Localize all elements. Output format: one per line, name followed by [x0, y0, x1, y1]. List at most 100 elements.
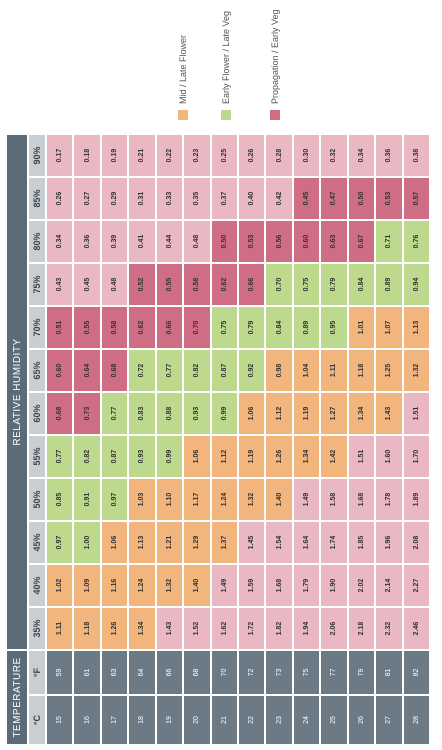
vpd-cell: 1.24 — [128, 564, 156, 607]
vpd-cell: 1.21 — [155, 521, 184, 564]
temperature-header: TEMPERATURE — [6, 650, 28, 745]
vpd-cell: 2.18 — [347, 607, 376, 650]
vpd-cell: 1.78 — [375, 478, 403, 521]
humidity-level: 60% — [28, 392, 46, 435]
vpd-cell: 1.32 — [155, 564, 184, 607]
vpd-cell: 1.37 — [210, 521, 238, 564]
vpd-cell: 1.68 — [265, 564, 293, 607]
celsius-cell: 18 — [128, 695, 156, 745]
vpd-cell: 1.16 — [100, 564, 129, 607]
vpd-cell: 0.92 — [238, 349, 266, 392]
vpd-cell: 0.53 — [375, 177, 403, 220]
vpd-cell: 0.71 — [375, 220, 403, 263]
vpd-cell: 0.45 — [292, 177, 321, 220]
vpd-cell: 1.06 — [238, 392, 266, 435]
vpd-cell: 0.68 — [46, 392, 74, 435]
vpd-cell: 0.42 — [265, 177, 293, 220]
vpd-cell: 0.87 — [210, 349, 238, 392]
vpd-cell: 0.77 — [155, 349, 184, 392]
vpd-cell: 1.68 — [347, 478, 376, 521]
vpd-cell: 1.74 — [320, 521, 348, 564]
vpd-cell: 2.27 — [402, 564, 430, 607]
vpd-cell: 0.97 — [46, 521, 74, 564]
vpd-cell: 1.79 — [292, 564, 321, 607]
fahrenheit-cell: 64 — [128, 650, 156, 695]
vpd-cell: 1.32 — [402, 349, 430, 392]
vpd-cell: 1.34 — [292, 435, 321, 478]
fahrenheit-cell: 82 — [402, 650, 430, 695]
vpd-cell: 1.12 — [265, 392, 293, 435]
vpd-cell: 1.01 — [347, 306, 376, 349]
vpd-cell: 0.66 — [238, 263, 266, 306]
vpd-cell: 0.68 — [100, 349, 129, 392]
vpd-cell: 0.66 — [155, 306, 184, 349]
vpd-cell: 1.58 — [320, 478, 348, 521]
vpd-cell: 0.64 — [73, 349, 101, 392]
vpd-cell: 0.60 — [292, 220, 321, 263]
celsius-cell: 19 — [155, 695, 184, 745]
vpd-cell: 0.60 — [46, 349, 74, 392]
vpd-cell: 1.60 — [375, 435, 403, 478]
vpd-cell: 1.34 — [347, 392, 376, 435]
vpd-cell: 0.51 — [46, 306, 74, 349]
vpd-cell: 0.45 — [73, 263, 101, 306]
vpd-cell: 1.17 — [183, 478, 211, 521]
vpd-cell: 1.82 — [265, 607, 293, 650]
vpd-cell: 0.77 — [46, 435, 74, 478]
vpd-cell: 1.40 — [183, 564, 211, 607]
vpd-cell: 0.70 — [183, 306, 211, 349]
vpd-cell: 1.89 — [402, 478, 430, 521]
fahrenheit-cell: 61 — [73, 650, 101, 695]
humidity-level: 90% — [28, 134, 46, 177]
fahrenheit-header: °F — [28, 650, 46, 695]
humidity-level: 45% — [28, 521, 46, 564]
celsius-cell: 26 — [347, 695, 376, 745]
vpd-cell: 0.34 — [347, 134, 376, 177]
fahrenheit-cell: 73 — [265, 650, 293, 695]
vpd-cell: 0.62 — [210, 263, 238, 306]
humidity-level: 75% — [28, 263, 46, 306]
vpd-cell: 2.32 — [375, 607, 403, 650]
vpd-cell: 0.84 — [347, 263, 376, 306]
vpd-cell: 2.46 — [402, 607, 430, 650]
vpd-cell: 1.43 — [375, 392, 403, 435]
vpd-cell: 0.56 — [265, 220, 293, 263]
vpd-cell: 0.75 — [210, 306, 238, 349]
humidity-level: 55% — [28, 435, 46, 478]
vpd-cell: 0.76 — [402, 220, 430, 263]
vpd-cell: 0.50 — [210, 220, 238, 263]
vpd-cell: 0.79 — [238, 306, 266, 349]
vpd-cell: 1.19 — [292, 392, 321, 435]
vpd-cell: 0.89 — [292, 306, 321, 349]
vpd-cell: 0.47 — [320, 177, 348, 220]
celsius-header: °C — [28, 695, 46, 745]
vpd-cell: 2.14 — [375, 564, 403, 607]
legend-label: Mid / Late Flower — [178, 34, 188, 104]
vpd-cell: 1.18 — [347, 349, 376, 392]
vpd-cell: 0.97 — [100, 478, 129, 521]
vpd-cell: 1.62 — [210, 607, 238, 650]
legend-swatch — [178, 110, 188, 120]
vpd-cell: 0.19 — [100, 134, 129, 177]
vpd-cell: 1.04 — [292, 349, 321, 392]
celsius-cell: 16 — [73, 695, 101, 745]
vpd-cell: 1.70 — [402, 435, 430, 478]
vpd-cell: 1.27 — [320, 392, 348, 435]
fahrenheit-cell: 81 — [375, 650, 403, 695]
vpd-cell: 0.87 — [100, 435, 129, 478]
vpd-cell: 0.58 — [100, 306, 129, 349]
vpd-cell: 1.11 — [320, 349, 348, 392]
vpd-cell: 0.95 — [320, 306, 348, 349]
vpd-cell: 0.29 — [100, 177, 129, 220]
vpd-cell: 0.77 — [100, 392, 129, 435]
vpd-cell: 0.31 — [128, 177, 156, 220]
humidity-level: 85% — [28, 177, 46, 220]
vpd-cell: 1.64 — [292, 521, 321, 564]
vpd-cell: 1.51 — [347, 435, 376, 478]
legend-swatch — [270, 110, 280, 120]
vpd-cell: 0.79 — [320, 263, 348, 306]
vpd-cell: 0.28 — [265, 134, 293, 177]
vpd-cell: 1.40 — [265, 478, 293, 521]
vpd-cell: 1.49 — [210, 564, 238, 607]
vpd-cell: 0.53 — [238, 220, 266, 263]
